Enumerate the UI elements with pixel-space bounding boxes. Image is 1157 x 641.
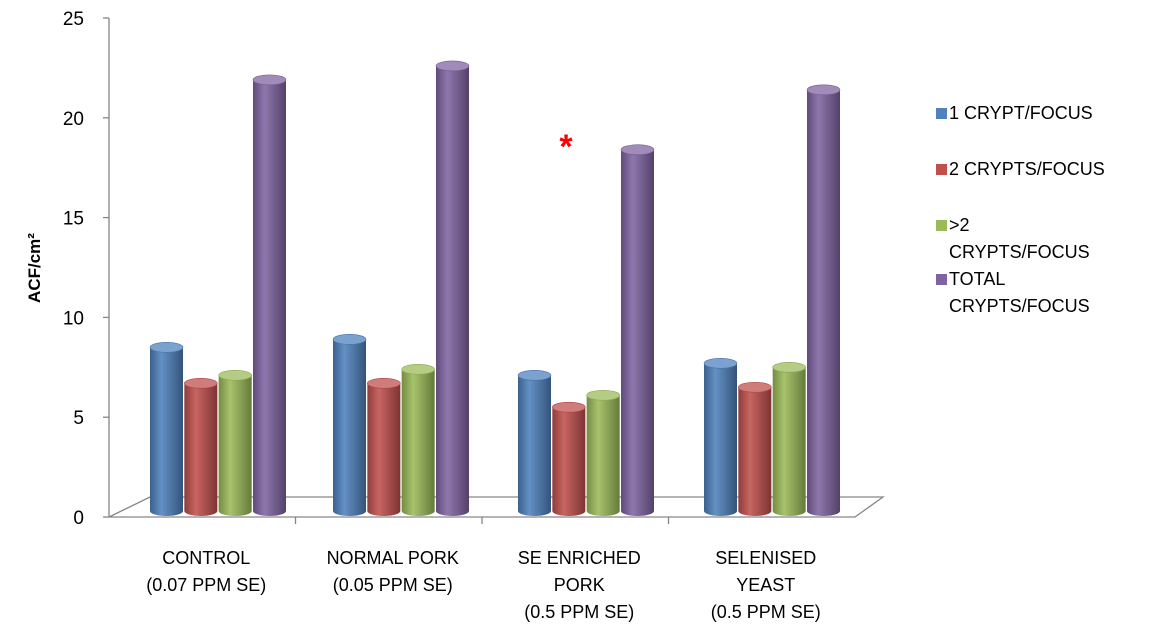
legend-swatch: [936, 108, 947, 119]
y-tick-label: 5: [73, 408, 84, 429]
legend-swatch: [936, 274, 947, 285]
legend-label: TOTAL CRYPTS/FOCUS: [949, 269, 1090, 316]
significance-marker: *: [559, 128, 573, 166]
x-tick-label: NORMAL PORK (0.05 PPM SE): [327, 548, 459, 595]
legend-label: >2 CRYPTS/FOCUS: [949, 215, 1090, 262]
bar: [552, 401, 586, 516]
chart-bars: [149, 60, 841, 517]
y-tick-label: 25: [63, 9, 84, 30]
chart-legend: 1 CRYPT/FOCUS 2 CRYPTS/FOCUS >2 CRYPTS/FOC…: [936, 100, 1151, 320]
bar: [620, 144, 655, 516]
bar: [149, 342, 184, 516]
bar: [806, 84, 841, 516]
bar: [252, 74, 287, 516]
legend-item: TOTAL CRYPTS/FOCUS: [936, 266, 1151, 320]
bar: [367, 377, 401, 516]
chart-labels: 0 5 10 15 20 25 * CONTROL (0.07 PPM SE) NORMAL PO…: [63, 9, 821, 622]
legend-swatch: [936, 220, 947, 231]
legend-label: 2 CRYPTS/FOCUS: [949, 159, 1105, 179]
bar: [332, 334, 367, 516]
x-tick-label: SELENISED YEAST (0.5 PPM SE): [711, 548, 821, 622]
chart-axes: [103, 17, 886, 524]
y-tick-label: 10: [63, 308, 84, 329]
plot-floor: [108, 496, 886, 518]
bar: [218, 369, 252, 516]
bar: [517, 369, 552, 516]
y-tick-label: 0: [73, 508, 84, 529]
bar: [401, 363, 435, 516]
bar: [703, 358, 738, 516]
bar: [184, 377, 218, 516]
y-axis-label: ACF/cm²: [25, 233, 44, 303]
legend-item: 2 CRYPTS/FOCUS: [936, 156, 1151, 183]
legend-item: >2 CRYPTS/FOCUS: [936, 212, 1151, 266]
legend-item: 1 CRYPT/FOCUS: [936, 100, 1151, 127]
y-tick-label: 20: [63, 109, 84, 130]
bar: [738, 381, 772, 516]
x-tick-label: SE ENRICHED PORK (0.5 PPM SE): [518, 548, 641, 622]
y-tick-label: 15: [63, 209, 84, 230]
x-tick-label: CONTROL (0.07 PPM SE): [146, 548, 266, 595]
bar: [772, 361, 806, 516]
bar: [586, 389, 620, 516]
legend-swatch: [936, 164, 947, 175]
legend-label: 1 CRYPT/FOCUS: [949, 103, 1093, 123]
bar: [435, 60, 470, 517]
